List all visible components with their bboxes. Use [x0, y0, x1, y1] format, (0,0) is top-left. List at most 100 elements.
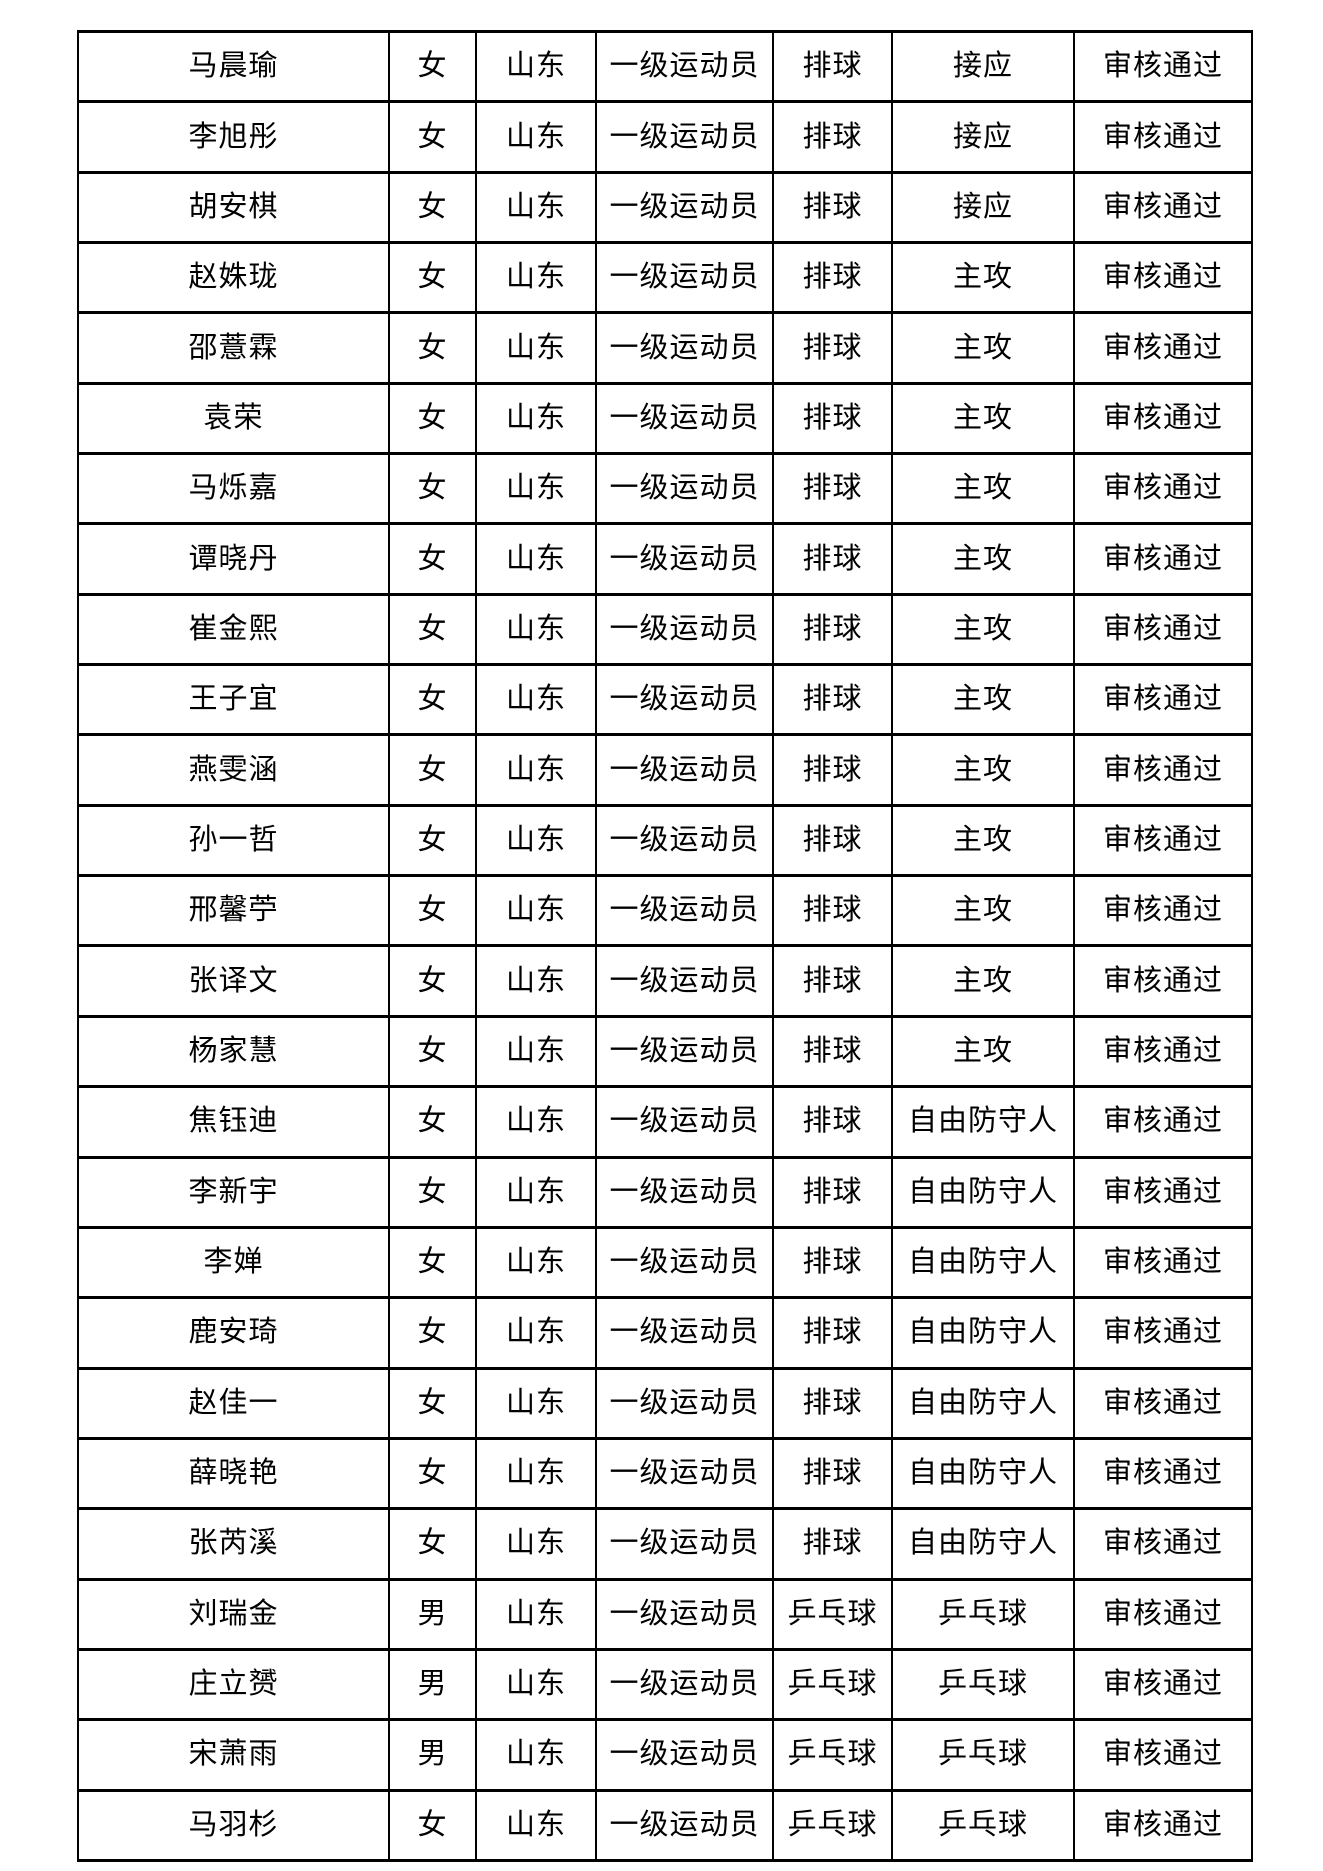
table-row: 谭晓丹女山东 一级运动员 排球 主攻 审核通过 [77, 522, 1253, 596]
cell-grade: 一级运动员 [595, 944, 774, 1018]
cell-status: 审核通过 [1073, 1577, 1253, 1651]
cell-grade: 一级运动员 [595, 803, 774, 878]
cell-position: 主攻 [891, 803, 1075, 878]
cell-sport: 乒乓球 [772, 1577, 893, 1651]
table-row: 胡安棋女山东 一级运动员 排球 接应 审核通过 [77, 170, 1253, 245]
cell-grade: 一级运动员 [595, 1436, 774, 1511]
cell-sport: 排球 [772, 29, 893, 104]
cell-gender: 女 [388, 1507, 477, 1581]
cell-grade: 一级运动员 [595, 1507, 774, 1581]
table-row: 燕雯涵女山东 一级运动员 排球 主攻 审核通过 [77, 733, 1253, 807]
cell-sport: 乒乓球 [772, 1718, 893, 1792]
cell-gender: 女 [388, 381, 477, 456]
cell-gender: 女 [388, 1296, 477, 1370]
cell-name: 邵薏霖 [77, 311, 390, 385]
cell-status: 审核通过 [1073, 381, 1253, 456]
table-row: 李旭彤女山东 一级运动员 排球 接应 审核通过 [77, 100, 1253, 174]
table-row: 马烁嘉女山东 一级运动员 排球 主攻 审核通过 [77, 452, 1253, 526]
cell-grade: 一级运动员 [595, 1085, 774, 1159]
cell-status: 审核通过 [1073, 241, 1253, 315]
cell-name: 马晨瑜 [77, 29, 390, 104]
table-row: 崔金熙女山东 一级运动员 排球 主攻 审核通过 [77, 592, 1253, 667]
cell-status: 审核通过 [1073, 1507, 1253, 1581]
table-row: 李婵女山东 一级运动员 排球 自由防守人 审核通过 [77, 1225, 1253, 1300]
cell-name: 鹿安琦 [77, 1296, 390, 1370]
cell-name: 袁荣 [77, 381, 390, 456]
cell-region: 山东 [475, 100, 597, 174]
cell-gender: 男 [388, 1718, 477, 1792]
cell-status: 审核通过 [1073, 1366, 1253, 1440]
table-row: 李新宇女山东 一级运动员 排球 自由防守人 审核通过 [77, 1155, 1253, 1229]
cell-gender: 女 [388, 29, 477, 104]
cell-region: 山东 [475, 1718, 597, 1792]
cell-gender: 女 [388, 1788, 477, 1863]
cell-name: 邢馨苧 [77, 874, 390, 948]
cell-status: 审核通过 [1073, 1718, 1253, 1792]
cell-gender: 女 [388, 874, 477, 948]
cell-grade: 一级运动员 [595, 311, 774, 385]
cell-grade: 一级运动员 [595, 170, 774, 245]
cell-region: 山东 [475, 381, 597, 456]
cell-position: 自由防守人 [891, 1155, 1075, 1229]
cell-name: 宋萧雨 [77, 1718, 390, 1792]
cell-name: 马烁嘉 [77, 452, 390, 526]
cell-region: 山东 [475, 29, 597, 104]
table-row: 马羽杉女山东 一级运动员 乒乓球 乒乓球 审核通过 [77, 1788, 1253, 1863]
table-row: 马晨瑜女山东 一级运动员 排球 接应 审核通过 [77, 29, 1253, 104]
table-row: 薛晓艳女山东 一级运动员 排球 自由防守人 审核通过 [77, 1436, 1253, 1511]
cell-region: 山东 [475, 1577, 597, 1651]
cell-name: 燕雯涵 [77, 733, 390, 807]
cell-status: 审核通过 [1073, 1788, 1253, 1863]
cell-position: 乒乓球 [891, 1647, 1075, 1722]
table-row: 宋萧雨男山东 一级运动员 乒乓球 乒乓球 审核通过 [77, 1718, 1253, 1792]
cell-position: 主攻 [891, 522, 1075, 596]
cell-gender: 女 [388, 1085, 477, 1159]
table-row: 邵薏霖女山东 一级运动员 排球 主攻 审核通过 [77, 311, 1253, 385]
cell-name: 王子宜 [77, 663, 390, 737]
cell-position: 乒乓球 [891, 1718, 1075, 1792]
cell-region: 山东 [475, 1507, 597, 1581]
cell-sport: 排球 [772, 1436, 893, 1511]
cell-sport: 排球 [772, 170, 893, 245]
cell-gender: 女 [388, 944, 477, 1018]
cell-name: 孙一哲 [77, 803, 390, 878]
cell-region: 山东 [475, 1436, 597, 1511]
cell-sport: 排球 [772, 1014, 893, 1089]
cell-region: 山东 [475, 1296, 597, 1370]
cell-gender: 女 [388, 241, 477, 315]
cell-grade: 一级运动员 [595, 1718, 774, 1792]
table-row: 孙一哲女山东 一级运动员 排球 主攻 审核通过 [77, 803, 1253, 878]
cell-position: 自由防守人 [891, 1296, 1075, 1370]
athlete-table-body: 马晨瑜女山东 一级运动员 排球 接应 审核通过 李旭彤女山东 一级运动员 排球 接应 审核通过 胡安… [77, 29, 1253, 1863]
cell-name: 杨家慧 [77, 1014, 390, 1089]
cell-status: 审核通过 [1073, 944, 1253, 1018]
cell-position: 主攻 [891, 452, 1075, 526]
cell-name: 赵姝珑 [77, 241, 390, 315]
cell-name: 庄立赟 [77, 1647, 390, 1722]
cell-name: 焦钰迪 [77, 1085, 390, 1159]
table-row: 张译文女山东 一级运动员 排球 主攻 审核通过 [77, 944, 1253, 1018]
cell-position: 主攻 [891, 1014, 1075, 1089]
cell-status: 审核通过 [1073, 170, 1253, 245]
cell-position: 主攻 [891, 592, 1075, 667]
cell-status: 审核通过 [1073, 311, 1253, 385]
cell-region: 山东 [475, 170, 597, 245]
cell-sport: 排球 [772, 241, 893, 315]
table-row: 邢馨苧女山东 一级运动员 排球 主攻 审核通过 [77, 874, 1253, 948]
cell-sport: 排球 [772, 733, 893, 807]
cell-grade: 一级运动员 [595, 241, 774, 315]
cell-gender: 女 [388, 592, 477, 667]
cell-position: 主攻 [891, 241, 1075, 315]
table-row: 赵姝珑女山东 一级运动员 排球 主攻 审核通过 [77, 241, 1253, 315]
cell-status: 审核通过 [1073, 1155, 1253, 1229]
cell-grade: 一级运动员 [595, 29, 774, 104]
cell-gender: 女 [388, 1014, 477, 1089]
cell-status: 审核通过 [1073, 452, 1253, 526]
cell-region: 山东 [475, 1366, 597, 1440]
cell-status: 审核通过 [1073, 29, 1253, 104]
cell-region: 山东 [475, 944, 597, 1018]
cell-status: 审核通过 [1073, 874, 1253, 948]
cell-sport: 排球 [772, 1296, 893, 1370]
cell-position: 主攻 [891, 874, 1075, 948]
